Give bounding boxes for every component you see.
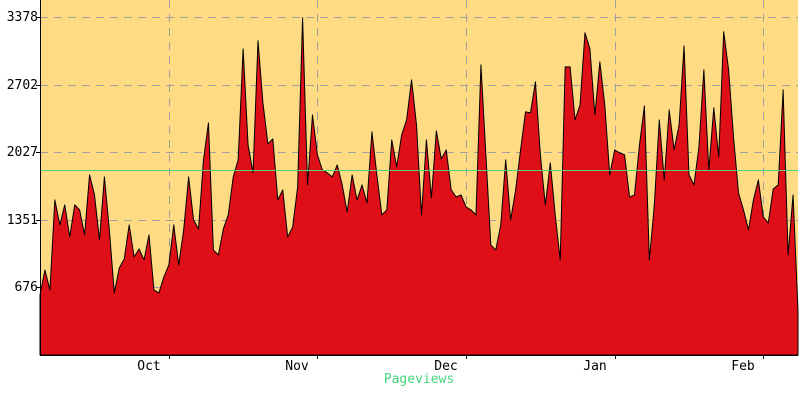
x-tick-label: Feb <box>731 359 755 374</box>
x-tick-label: Jan <box>583 359 606 374</box>
x-tick-label: Dec <box>434 359 457 374</box>
pageviews-area <box>39 17 799 356</box>
x-axis-ticks: Oct Nov Dec Jan Feb <box>137 355 764 374</box>
y-tick-label: 1351 <box>7 213 38 228</box>
y-axis-ticks: 676 1351 2027 2702 3378 <box>7 10 40 295</box>
y-tick-label: 676 <box>15 280 38 295</box>
y-tick-label: 2027 <box>7 145 38 160</box>
x-tick-label: Oct <box>137 359 160 374</box>
x-tick-label: Nov <box>285 359 309 374</box>
y-tick-label: 3378 <box>7 10 38 25</box>
x-axis-label: Pageviews <box>384 372 454 387</box>
y-tick-label: 2702 <box>7 78 38 93</box>
